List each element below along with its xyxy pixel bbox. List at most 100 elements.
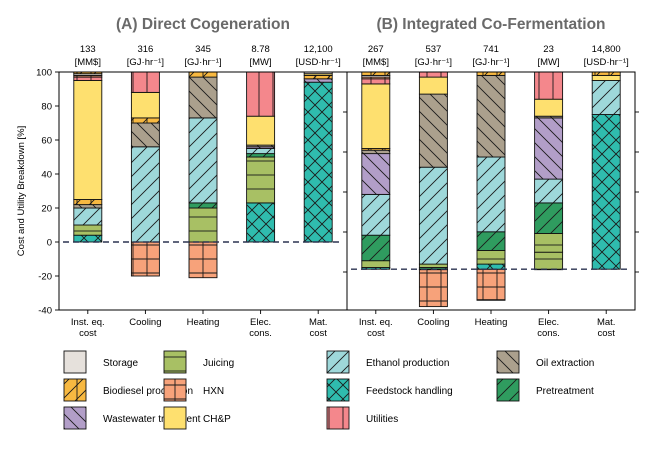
segment-pretreatment	[246, 153, 276, 158]
bar-a-elec	[246, 71, 276, 243]
segment-pretreatment	[534, 202, 564, 234]
legend-item-juicing: Juicing	[163, 350, 234, 374]
total-value-label: 345	[195, 44, 211, 55]
total-value-label: 8.78	[251, 44, 270, 55]
segment-juicing	[73, 224, 103, 236]
bar-b-cooling	[418, 71, 448, 308]
x-tick-label: Cooling	[417, 317, 449, 328]
total-value-label: 23	[543, 44, 554, 55]
legend-item-biodiesel-production: Biodiesel production	[63, 378, 193, 402]
segment-ethanol-production	[246, 148, 276, 155]
segment-hxn	[130, 241, 160, 277]
total-value-label: 12,100	[304, 44, 333, 55]
legend: Storage Biodiesel production Wastewater tr…	[63, 350, 594, 430]
segment-chandp	[73, 80, 103, 200]
bar-a-cooling	[130, 71, 160, 277]
total-unit-label: [GJ·hr⁻¹]	[415, 57, 452, 68]
total-unit-label: [GJ·hr⁻¹]	[472, 57, 509, 68]
legend-item-ethanol-production: Ethanol production	[326, 350, 449, 374]
total-value-label: 14,800	[592, 44, 621, 55]
legend-item-chandp: CH&P	[163, 406, 231, 430]
legend-label: Oil extraction	[536, 358, 594, 369]
total-unit-label: [MW]	[538, 57, 560, 68]
segment-juicing	[476, 299, 506, 301]
segment-juicing	[534, 233, 564, 253]
x-tick-label: cost	[597, 328, 615, 339]
legend-swatch	[163, 406, 187, 430]
segment-hxn	[188, 241, 218, 279]
x-tick-label: cost	[309, 328, 327, 339]
legend-item-feedstock-handling: Feedstock handling	[326, 378, 453, 402]
total-unit-label: [GJ·hr⁻¹]	[127, 57, 164, 68]
segment-ethanol-production	[73, 207, 103, 226]
legend-swatch	[63, 350, 87, 374]
segment-ethanol-production	[591, 80, 621, 115]
legend-label: Wastewater treatment	[103, 414, 201, 425]
segment-pretreatment	[476, 231, 506, 251]
segment-chandp	[418, 76, 448, 95]
panel-a-title: (A) Direct Cogeneration	[116, 16, 290, 33]
total-unit-label: [GJ·hr⁻¹]	[184, 57, 221, 68]
legend-label: Biodiesel production	[103, 386, 193, 397]
panel-b-frame	[346, 71, 636, 311]
legend-swatch	[326, 378, 350, 402]
total-unit-label: [MW]	[250, 57, 272, 68]
segment-feedstock-handling	[246, 202, 276, 243]
segment-chandp	[361, 83, 391, 149]
segment-ethanol-production	[534, 178, 564, 204]
segment-juicing	[246, 156, 276, 204]
legend-swatch	[326, 350, 350, 374]
y-axis-label: Cost and Utility Breakdown [%]	[16, 126, 27, 256]
legend-label: Feedstock handling	[366, 386, 453, 397]
segment-ethanol-production	[418, 166, 448, 265]
segment-biodiesel-production	[73, 199, 103, 206]
y-tick-label: 20	[41, 204, 52, 215]
segment-feedstock-handling	[476, 263, 506, 270]
segment-wastewater-treatment	[303, 78, 333, 83]
legend-item-wastewater-treatment: Wastewater treatment	[63, 406, 201, 430]
x-tick-label: Cooling	[129, 317, 161, 328]
segment-chandp	[591, 74, 621, 81]
legend-swatch	[496, 350, 520, 374]
legend-label: HXN	[203, 386, 224, 397]
segment-oil-extraction	[418, 93, 448, 168]
total-unit-label: [USD·hr⁻¹]	[296, 57, 341, 68]
segment-utilities	[534, 71, 564, 100]
plot-area: 133 [MM$] 316 [GJ·hr⁻¹] 345 [GJ·hr⁻¹] 8.78 [MW]…	[36, 44, 639, 339]
segment-juicing	[534, 251, 564, 270]
x-tick-label: Mat.	[597, 317, 615, 328]
segment-biodiesel-production	[130, 117, 160, 124]
segment-biodiesel-production	[476, 71, 506, 76]
legend-label: Utilities	[366, 414, 398, 425]
legend-label: Ethanol production	[366, 358, 449, 369]
segment-oil-extraction	[188, 76, 218, 119]
legend-item-pretreatment: Pretreatment	[496, 378, 594, 402]
segment-wastewater-treatment	[534, 117, 564, 180]
segment-oil-extraction	[476, 74, 506, 158]
total-value-label: 537	[425, 44, 441, 55]
total-value-label: 133	[80, 44, 96, 55]
legend-item-storage: Storage	[63, 350, 138, 374]
segment-hxn	[476, 268, 506, 301]
legend-label: Juicing	[203, 358, 234, 369]
segment-hxn	[418, 268, 448, 308]
total-value-label: 741	[483, 44, 499, 55]
x-tick-label: Inst. eq.	[71, 317, 105, 328]
bar-a-mat	[303, 71, 333, 243]
segment-ethanol-production	[361, 193, 391, 236]
legend-item-oil-extraction: Oil extraction	[496, 350, 594, 374]
segment-biodiesel-production	[361, 71, 391, 76]
legend-swatch	[496, 378, 520, 402]
segment-chandp	[130, 91, 160, 119]
legend-item-utilities: Utilities	[326, 406, 398, 430]
x-tick-label: Elec.	[250, 317, 271, 328]
total-value-label: 267	[368, 44, 384, 55]
segment-utilities	[418, 71, 448, 78]
legend-label: CH&P	[203, 414, 231, 425]
legend-swatch	[163, 378, 187, 402]
segment-oil-extraction	[73, 204, 103, 209]
legend-item-hxn: HXN	[163, 378, 224, 402]
legend-label: Pretreatment	[536, 386, 594, 397]
segment-pretreatment	[361, 234, 391, 262]
